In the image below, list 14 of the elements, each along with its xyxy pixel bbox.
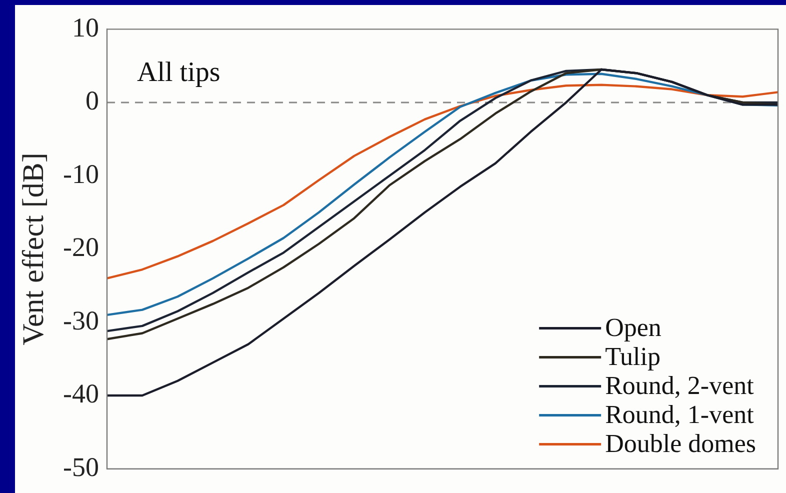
legend-label: Tulip bbox=[605, 342, 660, 372]
y-tick-label: -40 bbox=[62, 378, 99, 409]
legend-label: Round, 2-vent bbox=[605, 371, 755, 400]
y-tick-label: -20 bbox=[62, 232, 99, 262]
y-tick-label: -30 bbox=[62, 305, 99, 336]
legend-label: Round, 1-vent bbox=[605, 400, 755, 430]
y-tick-label: 0 bbox=[85, 86, 99, 116]
y-tick-label: 10 bbox=[72, 12, 99, 42]
y-tick-label: -10 bbox=[62, 158, 99, 189]
y-tick-label: -50 bbox=[62, 452, 99, 482]
annotation: All tips bbox=[136, 57, 220, 88]
legend-label: Double domes bbox=[605, 429, 756, 458]
y-axis-title: Vent effect [dB] bbox=[16, 152, 50, 346]
legend-label: Open bbox=[605, 313, 662, 342]
